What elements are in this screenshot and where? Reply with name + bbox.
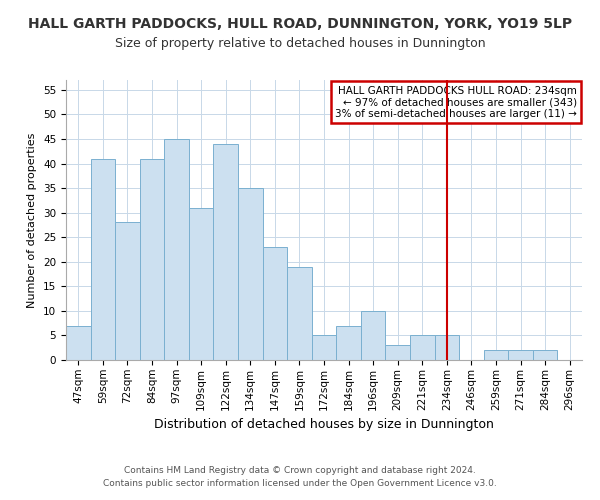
Bar (263, 247, 287, 360)
Bar (140, 158, 164, 360)
Bar (434, 336, 459, 360)
Bar (484, 350, 508, 360)
Bar (115, 222, 140, 360)
Bar (508, 350, 533, 360)
Bar (66, 326, 91, 360)
Bar (312, 336, 336, 360)
Text: Size of property relative to detached houses in Dunnington: Size of property relative to detached ho… (115, 38, 485, 51)
Bar (336, 326, 361, 360)
Bar (189, 208, 214, 360)
Bar (238, 188, 263, 360)
Bar (164, 139, 189, 360)
Bar (287, 266, 312, 360)
Bar (91, 158, 115, 360)
Bar (385, 346, 410, 360)
Text: HALL GARTH PADDOCKS HULL ROAD: 234sqm
← 97% of detached houses are smaller (343): HALL GARTH PADDOCKS HULL ROAD: 234sqm ← … (335, 86, 577, 119)
Bar (214, 144, 238, 360)
X-axis label: Distribution of detached houses by size in Dunnington: Distribution of detached houses by size … (154, 418, 494, 431)
Bar (533, 350, 557, 360)
Text: Contains HM Land Registry data © Crown copyright and database right 2024.
Contai: Contains HM Land Registry data © Crown c… (103, 466, 497, 487)
Bar (361, 311, 385, 360)
Y-axis label: Number of detached properties: Number of detached properties (28, 132, 37, 308)
Text: HALL GARTH PADDOCKS, HULL ROAD, DUNNINGTON, YORK, YO19 5LP: HALL GARTH PADDOCKS, HULL ROAD, DUNNINGT… (28, 18, 572, 32)
Bar (410, 336, 434, 360)
